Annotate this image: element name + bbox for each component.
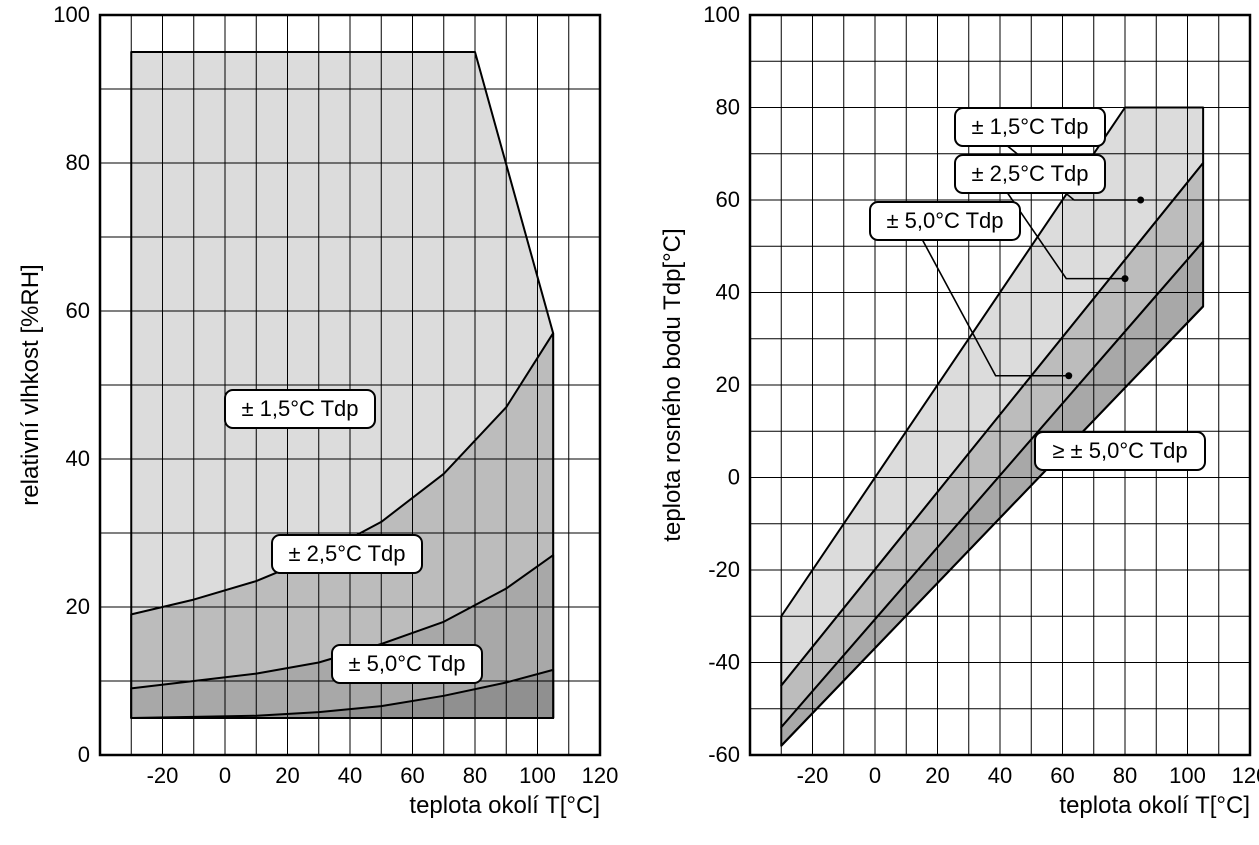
right-label-1p5: ± 1,5°C Tdp [971,114,1088,139]
svg-text:80: 80 [463,763,487,788]
right-y-ticks: -60 -40 -20 0 20 40 60 80 100 [703,2,740,767]
svg-text:-20: -20 [708,557,740,582]
svg-text:0: 0 [728,465,740,490]
svg-text:60: 60 [400,763,424,788]
svg-text:40: 40 [716,280,740,305]
left-y-ticks: 0 20 40 60 80 100 [53,2,90,767]
svg-text:0: 0 [869,763,881,788]
svg-text:0: 0 [219,763,231,788]
left-labelbox-1p5: ± 1,5°C Tdp [225,390,375,428]
right-labelbox-ge5p0: ≥ ± 5,0°C Tdp [1035,432,1205,470]
svg-text:0: 0 [78,742,90,767]
left-x-ticks: -20 0 20 40 60 80 100 120 [147,763,619,788]
left-plot-group: -20 0 20 40 60 80 100 120 0 20 40 60 80 100 teplota … [17,2,618,819]
svg-text:20: 20 [925,763,949,788]
left-x-axis-label: teplota okolí T[°C] [409,792,600,819]
svg-text:120: 120 [582,763,619,788]
right-x-axis-label: teplota okolí T[°C] [1059,792,1250,819]
left-label-2p5: ± 2,5°C Tdp [288,541,405,566]
left-label-1p5: ± 1,5°C Tdp [241,396,358,421]
right-plot-group: -20 0 20 40 60 80 100 120 -60 -40 -20 0 20 40 60 80 100… [659,2,1259,819]
right-label-ge5p0: ≥ ± 5,0°C Tdp [1052,438,1187,463]
left-labelbox-2p5: ± 2,5°C Tdp [272,535,422,573]
left-label-5p0: ± 5,0°C Tdp [348,651,465,676]
svg-text:60: 60 [716,187,740,212]
svg-text:80: 80 [716,95,740,120]
right-labelbox-2p5: ± 2,5°C Tdp [955,155,1105,193]
right-labelbox-5p0: ± 5,0°C Tdp [870,202,1020,240]
right-x-ticks: -20 0 20 40 60 80 100 120 [797,763,1259,788]
svg-text:40: 40 [338,763,362,788]
svg-text:20: 20 [716,372,740,397]
svg-text:80: 80 [1113,763,1137,788]
svg-text:60: 60 [1050,763,1074,788]
svg-text:-20: -20 [797,763,829,788]
svg-text:100: 100 [703,2,740,27]
svg-text:120: 120 [1232,763,1259,788]
svg-text:-20: -20 [147,763,179,788]
svg-text:60: 60 [66,298,90,323]
chart-left: -20 0 20 40 60 80 100 120 0 20 40 60 80 100 teplota … [0,0,1259,845]
svg-text:20: 20 [275,763,299,788]
right-label-2p5: ± 2,5°C Tdp [971,161,1088,186]
band-1p5 [781,108,1203,686]
svg-text:100: 100 [53,2,90,27]
svg-text:40: 40 [66,446,90,471]
right-y-axis-label: teplota rosného bodu Tdp[°C] [659,228,686,541]
svg-text:-60: -60 [708,742,740,767]
svg-text:-40: -40 [708,650,740,675]
svg-text:20: 20 [66,594,90,619]
svg-text:100: 100 [519,763,556,788]
left-labelbox-5p0: ± 5,0°C Tdp [332,645,482,683]
right-label-5p0: ± 5,0°C Tdp [886,208,1003,233]
left-y-axis-label: relativní vlhkost [%RH] [17,264,44,505]
svg-text:80: 80 [66,150,90,175]
svg-text:40: 40 [988,763,1012,788]
right-labelbox-1p5: ± 1,5°C Tdp [955,108,1105,146]
svg-text:100: 100 [1169,763,1206,788]
